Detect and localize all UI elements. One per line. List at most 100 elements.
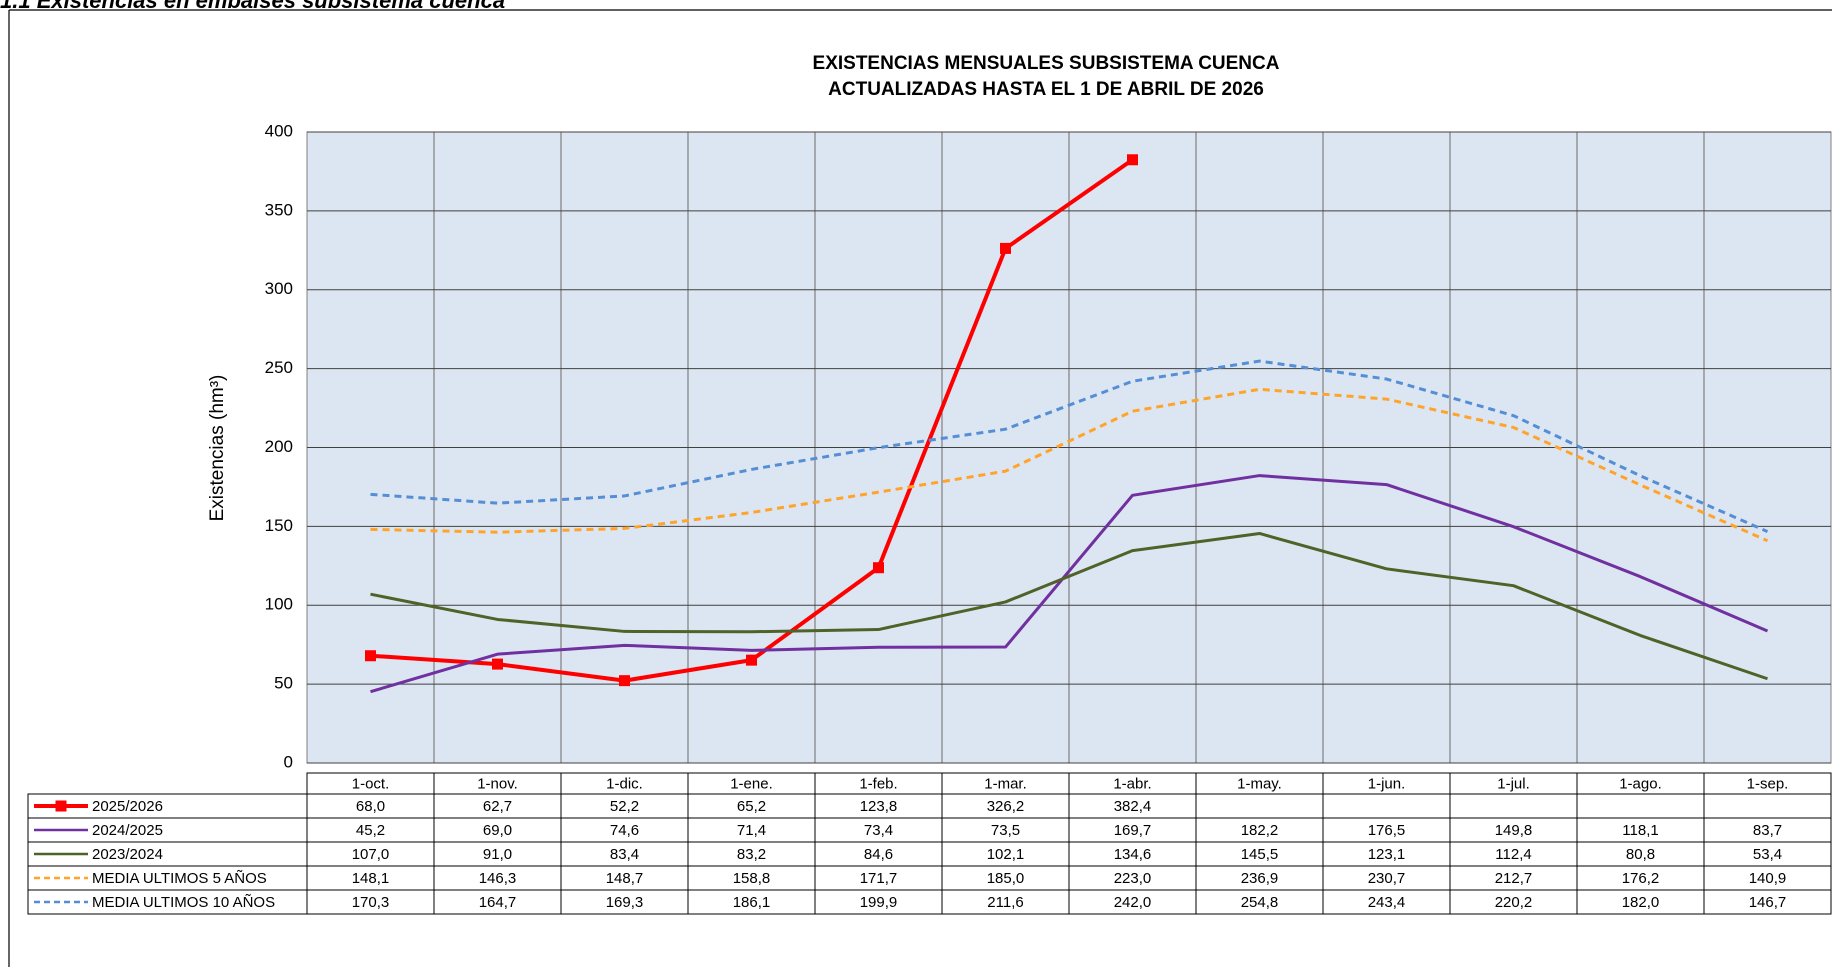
chart-title: EXISTENCIAS MENSUALES SUBSISTEMA CUENCA	[813, 53, 1280, 74]
data-label: 242,0	[1114, 894, 1152, 911]
legend-label: MEDIA ULTIMOS 5 AÑOS	[92, 870, 267, 887]
data-label: 182,0	[1622, 894, 1660, 911]
data-label: 148,7	[606, 870, 644, 887]
data-label: 158,8	[733, 870, 771, 887]
x-tick-label: 1-feb.	[859, 775, 897, 792]
data-label: 62,7	[483, 798, 512, 815]
data-label: 171,7	[860, 870, 898, 887]
y-tick-label: 300	[265, 279, 293, 298]
y-tick-label: 400	[265, 121, 293, 140]
data-label: 199,9	[860, 894, 898, 911]
point-marker	[619, 675, 630, 687]
y-tick-label: 150	[265, 516, 293, 535]
data-label: 230,7	[1368, 870, 1406, 887]
point-marker	[873, 562, 884, 574]
data-label: 149,8	[1495, 822, 1533, 839]
point-marker	[1000, 242, 1011, 254]
data-label: 91,0	[483, 846, 512, 863]
data-label: 102,1	[987, 846, 1025, 863]
data-label: 182,2	[1241, 822, 1279, 839]
point-marker	[746, 654, 757, 666]
data-label: 145,5	[1241, 846, 1279, 863]
data-label: 220,2	[1495, 894, 1533, 911]
data-label: 73,4	[864, 822, 893, 839]
y-tick-label: 100	[265, 595, 293, 614]
data-label: 170,3	[352, 894, 390, 911]
x-tick-label: 1-sep.	[1747, 775, 1789, 792]
x-tick-label: 1-ene.	[730, 775, 773, 792]
data-label: 169,7	[1114, 822, 1152, 839]
data-label: 236,9	[1241, 870, 1279, 887]
legend-label: 2023/2024	[92, 846, 163, 863]
x-tick-label: 1-abr.	[1113, 775, 1151, 792]
series-line	[370, 359, 1769, 533]
data-label: 146,7	[1749, 894, 1787, 911]
legend-label: MEDIA ULTIMOS 10 AÑOS	[92, 894, 275, 911]
data-label: 71,4	[737, 822, 766, 839]
table-cell	[1322, 793, 1451, 819]
data-label: 254,8	[1241, 894, 1279, 911]
data-label: 326,2	[987, 798, 1025, 815]
y-tick-label: 200	[265, 437, 293, 456]
data-label: 52,2	[610, 798, 639, 815]
data-label: 118,1	[1622, 822, 1658, 839]
data-label: 185,0	[987, 870, 1025, 887]
data-label: 146,3	[479, 870, 517, 887]
data-label: 169,3	[606, 894, 644, 911]
data-label: 223,0	[1114, 870, 1152, 887]
legend-marker	[55, 800, 67, 812]
chart-title: ACTUALIZADAS HASTA EL 1 DE ABRIL DE 2026	[828, 79, 1264, 100]
point-marker	[1127, 154, 1138, 166]
table-cell	[1449, 793, 1578, 819]
legend-label: 2024/2025	[92, 822, 163, 839]
x-tick-label: 1-jul.	[1497, 775, 1530, 792]
table-cell	[1703, 793, 1832, 819]
data-label: 148,1	[352, 870, 390, 887]
x-tick-label: 1-nov.	[477, 775, 518, 792]
data-label: 69,0	[483, 822, 512, 839]
x-tick-label: 1-mar.	[984, 775, 1027, 792]
data-label: 53,4	[1753, 846, 1782, 863]
data-label: 243,4	[1368, 894, 1406, 911]
x-tick-label: 1-oct.	[352, 775, 390, 792]
series-line	[370, 531, 1768, 681]
x-tick-label: 1-may.	[1237, 775, 1282, 792]
y-tick-label: 250	[265, 358, 293, 377]
y-tick-label: 0	[284, 752, 293, 771]
page-header: 1.1 Existencias en embalses subsistema c…	[0, 0, 505, 13]
data-label: 176,5	[1368, 822, 1406, 839]
data-label: 84,6	[864, 846, 893, 863]
data-label: 80,8	[1626, 846, 1655, 863]
table-cell	[1195, 793, 1324, 819]
data-label: 68,0	[356, 798, 385, 815]
data-label: 164,7	[479, 894, 517, 911]
data-label: 65,2	[737, 798, 766, 815]
x-tick-label: 1-jun.	[1368, 775, 1406, 792]
data-label: 123,1	[1368, 846, 1406, 863]
data-label: 83,4	[610, 846, 639, 863]
data-label: 112,4	[1495, 846, 1531, 863]
data-label: 83,2	[737, 846, 766, 863]
data-label: 134,6	[1114, 846, 1152, 863]
y-axis-label: Existencias (hm³)	[207, 375, 228, 522]
point-marker	[492, 658, 503, 670]
data-label: 45,2	[356, 822, 385, 839]
data-label: 83,7	[1753, 822, 1782, 839]
y-tick-label: 50	[274, 674, 293, 693]
data-label: 186,1	[733, 894, 771, 911]
y-tick-label: 350	[265, 200, 293, 219]
table-cell	[1703, 889, 1832, 915]
data-label: 73,5	[991, 822, 1020, 839]
series-line	[370, 387, 1769, 543]
data-label: 212,7	[1495, 870, 1533, 887]
data-label: 123,8	[860, 798, 898, 815]
data-label: 211,6	[987, 894, 1023, 911]
data-label: 107,0	[352, 846, 390, 863]
legend-label: 2025/2026	[92, 798, 163, 815]
x-tick-label: 1-ago.	[1619, 775, 1662, 792]
data-label: 176,2	[1622, 870, 1660, 887]
point-marker	[365, 650, 376, 662]
x-tick-label: 1-dic.	[606, 775, 643, 792]
data-label: 74,6	[610, 822, 639, 839]
